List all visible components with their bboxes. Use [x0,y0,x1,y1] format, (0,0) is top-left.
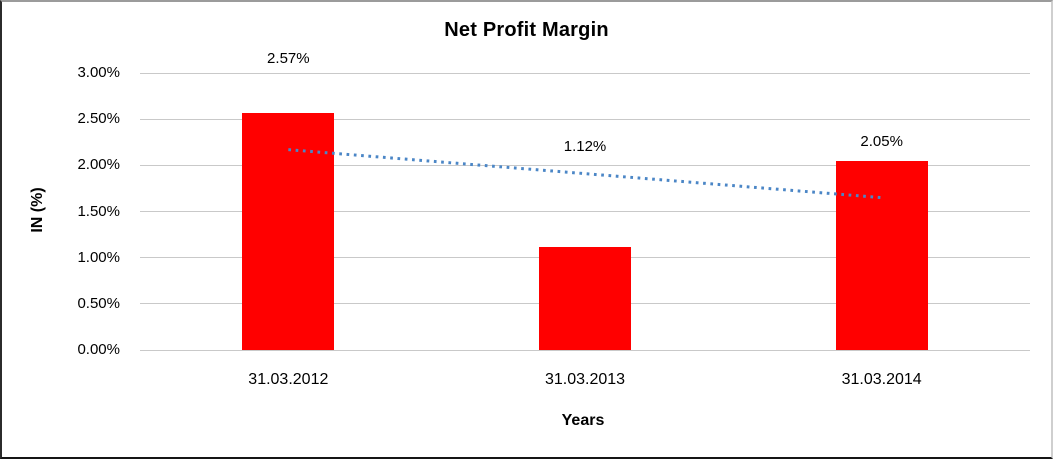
bar-31.03.2013 [539,246,631,350]
bar-31.03.2014 [835,160,928,350]
bar-value-label: 1.12% [563,138,607,155]
y-tick-label: 1.00% [77,248,120,266]
y-tick-label: 2.50% [77,110,120,128]
x-tick-label: 31.03.2013 [544,371,626,388]
chart-title: Net Profit Margin [444,19,609,41]
gridline [140,349,1030,351]
gridline [140,211,1030,212]
y-tick-label: 2.00% [77,156,120,174]
trendline [288,148,882,200]
bar-value-label: 2.05% [860,133,903,150]
y-tick-label: 1.50% [77,202,120,220]
bar-31.03.2012 [242,112,335,350]
x-tick-label: 31.03.2012 [248,371,329,388]
y-tick-label: 0.50% [77,294,120,312]
bar-value-label: 2.57% [267,50,310,67]
gridline [140,72,1030,74]
y-tick-label: 3.00% [77,64,120,81]
x-axis-title: Years [561,412,605,429]
x-tick-label: 31.03.2014 [841,371,922,388]
y-tick-label: 0.00% [77,341,120,358]
y-axis-title: IN (%) [29,187,46,233]
gridline [140,118,1030,120]
